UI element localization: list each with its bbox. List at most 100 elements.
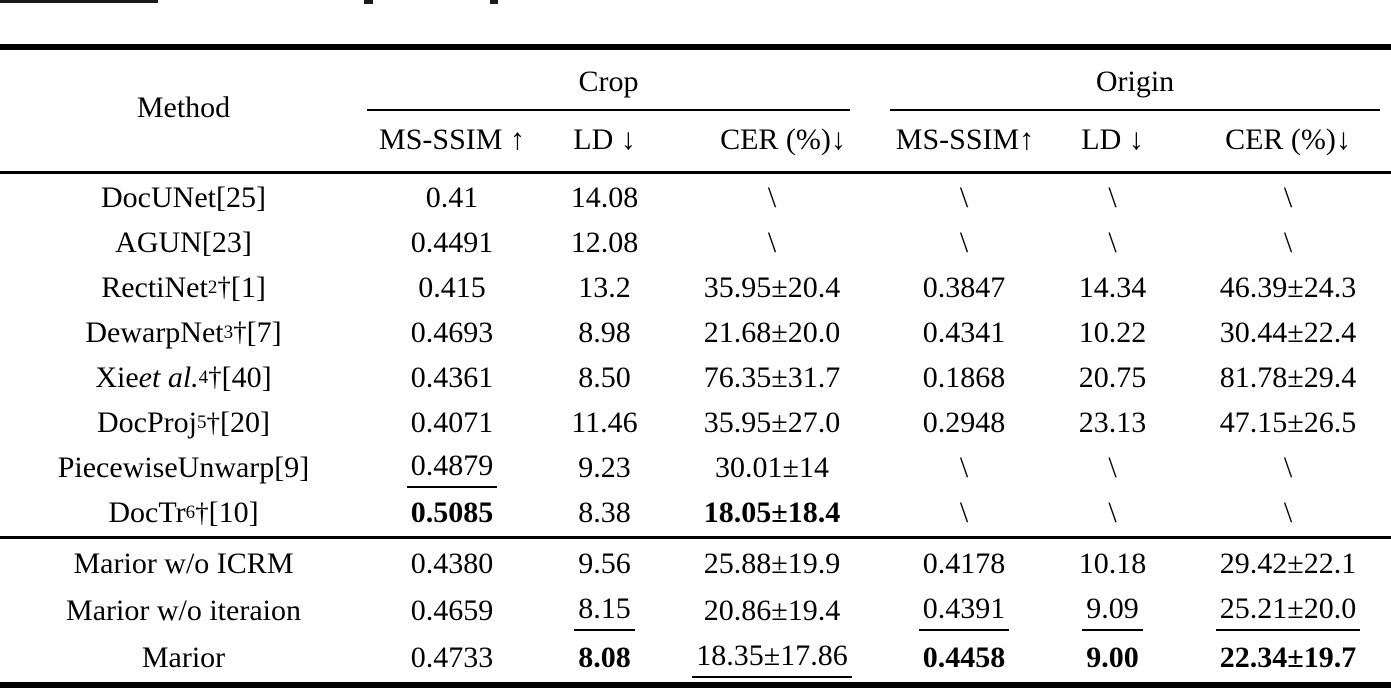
table-cell: 0.4071: [367, 400, 537, 445]
cell-value: 76.35±31.7: [703, 360, 841, 394]
cell-value: 8.50: [578, 360, 631, 394]
cell-value: 0.3847: [922, 270, 1006, 304]
column-header-crop-cer: CER (%)↓: [720, 123, 846, 156]
table-cell: \: [1185, 491, 1391, 536]
cell-value-best: 22.34±19.7: [1219, 641, 1357, 675]
cell-value: 0.1868: [922, 360, 1006, 394]
method-cell: DocTr 6 † [10]: [108, 496, 259, 530]
table-cell: 10.22: [1040, 310, 1185, 355]
cell-value-second-best: 25.21±20.0: [1215, 592, 1361, 631]
citation-ref: [25]: [215, 180, 266, 214]
cell-value-best: 0.5085: [410, 496, 494, 530]
cell-value: 0.4341: [922, 315, 1006, 349]
cell-value: 12.08: [570, 225, 639, 259]
cell-value: 0.4659: [410, 594, 494, 628]
method-cell: AGUN [23]: [0, 220, 367, 265]
cell-value-best: 8.08: [578, 641, 631, 675]
table-cell: 0.4380: [367, 540, 537, 587]
table-cell: 20.86±19.4: [672, 587, 850, 634]
table-cell: 35.95±27.0: [672, 400, 850, 445]
group-header-origin: Origin: [1095, 65, 1175, 98]
group-header-crop: Crop: [578, 65, 639, 98]
cell-value: 0.415: [418, 270, 486, 304]
cell-value: 9.56: [578, 546, 631, 580]
table-cell: 30.44±22.4: [1185, 310, 1391, 355]
cell-value: \: [1108, 225, 1117, 259]
caption-fragment-mark: [364, 0, 373, 4]
cell-value: 35.95±27.0: [703, 406, 841, 440]
method-name: RectiNet: [101, 270, 208, 304]
column-header-crop-ld: LD ↓: [573, 123, 636, 156]
table-cell: 8.50: [537, 355, 672, 400]
table-cell: 25.21±20.0: [1185, 587, 1391, 634]
cell-value: 35.95±20.4: [703, 270, 841, 304]
cell-value-second-best: 18.35±17.86: [692, 639, 852, 678]
table-cell: 13.2: [537, 265, 672, 310]
table-cell: 10.18: [1040, 540, 1185, 587]
table-cell: 0.1868: [850, 355, 1040, 400]
citation-ref: [9]: [274, 451, 310, 485]
table-cell: 0.415: [367, 265, 537, 310]
dagger-mark: †: [233, 317, 247, 348]
dagger-mark: †: [208, 362, 222, 393]
method-name: Marior w/o ICRM: [73, 546, 294, 580]
citation-ref: [10]: [208, 496, 259, 530]
header-bottom-rule: [0, 171, 1391, 174]
table-cell: 0.41: [367, 175, 537, 220]
table-cell: 25.88±19.9: [672, 540, 850, 587]
method-cell: Marior w/o ICRM: [0, 540, 367, 587]
crop-group-rule: [367, 109, 850, 111]
table-cell: \: [1040, 446, 1185, 491]
table-cell: 0.4659: [367, 587, 537, 634]
column-header-origin-ld: LD ↓: [1081, 123, 1144, 156]
table-cell: 0.4361: [367, 355, 537, 400]
cell-value: 8.98: [578, 315, 631, 349]
cell-value: 30.44±22.4: [1219, 315, 1357, 349]
table-cell: 8.98: [537, 310, 672, 355]
table-cell: 0.4341: [850, 310, 1040, 355]
table-cell: 0.4391: [850, 587, 1040, 634]
table-cell: 9.23: [537, 446, 672, 491]
cell-value: 13.2: [578, 270, 631, 304]
cell-value: 0.4380: [410, 546, 494, 580]
cell-value: 0.41: [425, 180, 479, 214]
cell-value: 10.18: [1078, 546, 1147, 580]
cell-value: 0.4491: [410, 225, 494, 259]
method-cell: Marior: [0, 635, 367, 682]
table-cell: 20.75: [1040, 355, 1185, 400]
table-cell: 14.08: [537, 175, 672, 220]
method-name: DocTr: [108, 496, 186, 530]
citation-ref: [1]: [230, 270, 266, 304]
table-cell: 14.34: [1040, 265, 1185, 310]
table-cell: \: [850, 220, 1040, 265]
caption-fragment-mark: [490, 0, 498, 4]
dagger-mark: †: [206, 407, 221, 438]
table-cell: 30.01±14: [672, 446, 850, 491]
cell-value-best: 18.05±18.4: [703, 496, 841, 530]
cell-value: 0.4733: [410, 641, 494, 675]
table-cell: \: [1185, 220, 1391, 265]
cell-value: \: [1108, 180, 1117, 214]
method-name: DocUNet: [101, 180, 216, 214]
table-cell: \: [1185, 175, 1391, 220]
table-cell: 47.15±26.5: [1185, 400, 1391, 445]
cell-value: 20.75: [1078, 360, 1147, 394]
cell-value: \: [959, 451, 969, 485]
table-cell: 8.08: [537, 635, 672, 682]
cell-value-second-best: 0.4879: [406, 449, 498, 488]
cell-value: 9.23: [578, 451, 631, 485]
bottom-rule: [0, 682, 1391, 688]
method-cell: RectiNet 2 † [1]: [101, 270, 266, 304]
cell-value: \: [1283, 496, 1293, 530]
dagger-mark: †: [195, 497, 209, 528]
citation-ref: [20]: [220, 406, 270, 440]
cell-value-second-best: 9.09: [1082, 592, 1143, 631]
cell-value: \: [959, 225, 969, 259]
table-cell: 23.13: [1040, 400, 1185, 445]
cell-value: 21.68±20.0: [703, 315, 841, 349]
table-cell: 18.05±18.4: [672, 491, 850, 536]
method-name: Marior w/o iteraion: [66, 594, 301, 628]
cell-value: 10.22: [1078, 315, 1147, 349]
cell-value: \: [1283, 225, 1293, 259]
